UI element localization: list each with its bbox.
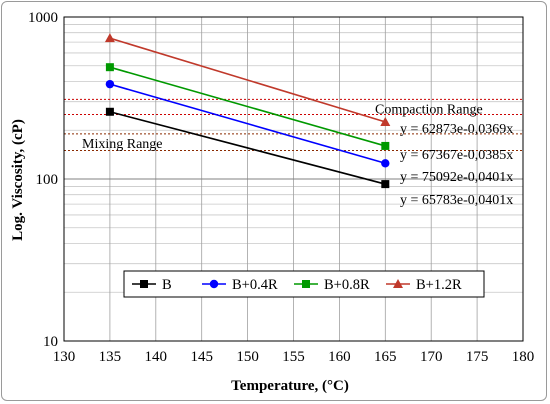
trend-equation: y = 67367e-0,0385x <box>400 148 513 163</box>
series-lines <box>109 37 386 185</box>
y-tick-label: 100 <box>36 172 59 188</box>
x-tick-label: 175 <box>466 349 489 365</box>
y-tick-label: 10 <box>43 334 58 350</box>
series-line-B+1.2R <box>109 37 386 123</box>
trend-equation: y = 75092e-0,0401x <box>400 170 513 185</box>
legend-marker <box>140 280 148 288</box>
x-tick-label: 160 <box>328 349 351 365</box>
x-tick-label: 180 <box>512 349 535 365</box>
x-tick-label: 130 <box>53 349 76 365</box>
y-tick-label: 1000 <box>28 10 58 26</box>
x-tick-label: 140 <box>145 349 168 365</box>
legend-marker <box>302 280 310 288</box>
data-point <box>381 141 390 150</box>
mixing-range-label: Mixing Range <box>82 137 163 152</box>
x-axis-title: Temperature, (°C) <box>231 378 349 394</box>
legend-label: B+1.2R <box>416 277 462 293</box>
data-point <box>105 63 114 72</box>
x-tick-label: 135 <box>99 349 122 365</box>
data-point <box>381 159 390 168</box>
data-point <box>104 33 115 43</box>
x-tick-label: 150 <box>236 349 259 365</box>
x-tick-label: 170 <box>420 349 443 365</box>
trend-equation: y = 65783e-0,0401x <box>400 193 513 208</box>
data-point <box>105 107 114 116</box>
x-tick-label: 155 <box>282 349 305 365</box>
y-tick-labels: 10 100 1000 <box>28 10 58 350</box>
y-axis-title: Log. Viscosity, (cP) <box>10 119 26 241</box>
series-line-B+0.8R <box>109 66 386 147</box>
x-tick-label: 145 <box>190 349 213 365</box>
series-line-B+0.4R <box>109 83 386 165</box>
data-point <box>381 180 390 189</box>
x-tick-label: 165 <box>374 349 397 365</box>
range-labels: Compaction Range Mixing Range <box>82 102 483 151</box>
legend-marker <box>209 279 219 289</box>
data-point <box>105 79 115 89</box>
legend-label: B <box>162 277 172 293</box>
compaction-range-label: Compaction Range <box>375 102 483 117</box>
trend-equation: y = 62873e-0,0369x <box>400 122 513 137</box>
legend: B B+0.4R B+0.8R B+1.2R <box>123 270 485 298</box>
series-line-B <box>109 111 386 185</box>
series-markers <box>104 33 391 189</box>
legend-marker <box>393 279 403 288</box>
trend-equations: y = 62873e-0,0369x y = 67367e-0,0385x y = … <box>400 122 513 208</box>
data-point <box>380 116 391 126</box>
legend-label: B+0.8R <box>324 277 370 293</box>
range-bands <box>64 98 523 151</box>
legend-label: B+0.4R <box>232 277 278 293</box>
plot-border <box>63 16 524 342</box>
x-tick-labels: 130 135 140 145 150 155 160 165 170 175 180 <box>53 349 535 365</box>
